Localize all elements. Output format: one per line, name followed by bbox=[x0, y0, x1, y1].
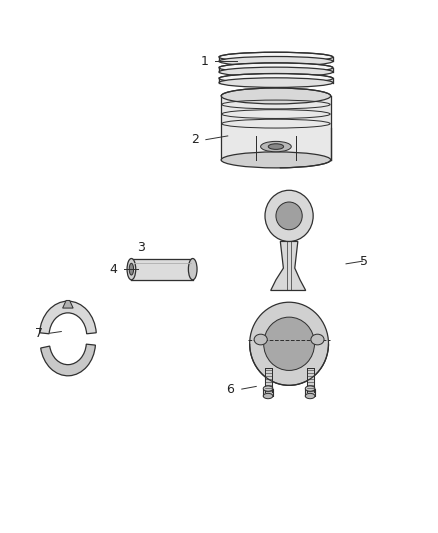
Text: 4: 4 bbox=[110, 263, 117, 276]
Ellipse shape bbox=[268, 144, 284, 149]
Ellipse shape bbox=[129, 263, 134, 275]
Wedge shape bbox=[39, 301, 96, 334]
Wedge shape bbox=[41, 344, 95, 376]
Ellipse shape bbox=[221, 152, 331, 168]
Ellipse shape bbox=[219, 78, 333, 87]
Ellipse shape bbox=[305, 386, 315, 391]
Text: 7: 7 bbox=[35, 327, 43, 340]
Ellipse shape bbox=[219, 67, 333, 77]
Ellipse shape bbox=[263, 393, 273, 399]
Ellipse shape bbox=[311, 334, 324, 345]
Ellipse shape bbox=[305, 393, 315, 399]
Ellipse shape bbox=[265, 190, 313, 241]
Ellipse shape bbox=[250, 302, 328, 385]
Text: 6: 6 bbox=[226, 383, 234, 395]
Ellipse shape bbox=[276, 202, 302, 230]
Ellipse shape bbox=[264, 317, 314, 370]
Text: 3: 3 bbox=[137, 241, 145, 254]
Ellipse shape bbox=[127, 259, 136, 280]
Polygon shape bbox=[63, 301, 73, 308]
Ellipse shape bbox=[219, 56, 333, 66]
Ellipse shape bbox=[219, 74, 333, 83]
Ellipse shape bbox=[254, 334, 267, 345]
Ellipse shape bbox=[221, 88, 331, 104]
Text: 1: 1 bbox=[200, 55, 208, 68]
Ellipse shape bbox=[263, 386, 273, 391]
Text: 5: 5 bbox=[360, 255, 368, 268]
Ellipse shape bbox=[261, 141, 291, 152]
Ellipse shape bbox=[188, 259, 197, 280]
Ellipse shape bbox=[219, 63, 333, 72]
Ellipse shape bbox=[219, 52, 333, 62]
Polygon shape bbox=[271, 241, 306, 290]
Text: 2: 2 bbox=[191, 133, 199, 146]
